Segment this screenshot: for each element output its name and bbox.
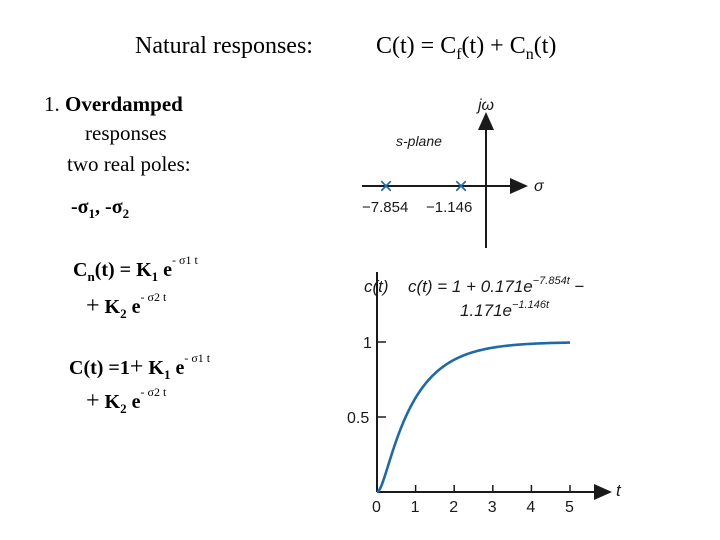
annotation-tail1: − [570,277,585,296]
pole-marker-1: × [379,173,393,200]
s-plane-label: s-plane [396,133,442,149]
annotation-line2-text: 1.171e [460,301,512,320]
y-tick-label: 0.5 [347,410,369,427]
eq2-k1-sub: 1 [163,367,171,382]
item-line3: two real poles: [67,152,191,176]
eq1-plus: + [86,293,100,319]
item-heading-line: 1. Overdamped [44,92,183,117]
eq2-e1: e [170,357,185,379]
x-tick-label: 3 [488,499,497,516]
step-response-chart: c(t) t c(t) = 1 + 0.171e−7.854t − 1.171e… [347,272,622,516]
pole-a: -σ [71,196,89,218]
eq1-exp2: - σ2 t [140,290,167,305]
pole-label-1: −7.854 [362,199,408,216]
title-prefix: Natural responses: [135,33,313,59]
eq2-k2-sub: 2 [120,401,127,416]
pole-b-sub: 2 [122,206,130,221]
eq1-e1: e [158,259,173,281]
formula-end: (t) [533,33,557,59]
eq1-k2: K [99,296,121,318]
eq2-plus2: + [86,388,100,414]
eq1-lhs-sub: n [87,269,95,284]
item-number: 1. [44,92,65,116]
x-tick-label: 2 [449,499,458,516]
formula-mid: (t) + C [461,33,526,59]
annotation-exp1: −7.854t [533,275,571,287]
response-formula: C(t) = Cf(t) + Cn(t) [376,33,557,63]
formula-f-sub: f [456,45,462,63]
x-axis-label: t [616,481,622,500]
eq1-lhs-end: (t) = K [94,259,152,281]
y-axis-label: c(t) [364,277,389,296]
item-heading: Overdamped [65,92,183,116]
eq2-exp1: - σ1 t [184,351,211,366]
eq2-e2: e [126,391,141,413]
equation-c: C(t) =1+ K1 e- σ1 t [69,351,211,382]
slide-title: Natural responses: [135,33,313,60]
eq2-exp2: - σ2 t [140,385,167,400]
pole-label-2: −1.146 [426,199,472,216]
eq2-lhs: C(t) =1 [69,357,130,379]
equation-cn-line2: + K2 e- σ2 t [86,290,167,321]
eq1-exp1: - σ1 t [172,253,198,268]
equation-c-line2: + K2 e- σ2 t [86,385,167,416]
annotation-line1-text: c(t) = 1 + 0.171e [408,277,533,296]
x-tick-label: 5 [565,499,574,516]
s-plane-diagram: jω s-plane σ × × −7.854 −1.146 [362,97,545,248]
formula-c: C(t) = C [376,33,457,59]
x-tick-label: 1 [411,499,420,516]
x-tick-label: 0 [372,499,381,516]
eq1-k2-sub: 2 [120,306,127,321]
pole-sep: , -σ [95,196,123,218]
jw-label: jω [476,97,494,114]
annotation-line1: c(t) = 1 + 0.171e−7.854t − [408,275,584,296]
pole-marker-2: × [454,173,468,200]
eq2-plus1: + [129,354,144,380]
y-tick-label: 1 [363,335,372,352]
annotation-line2: 1.171e−1.146t [460,299,550,320]
equation-cn: Cn(t) = K1 e- σ1 t [73,254,198,284]
eq2-k2: K [99,391,121,413]
response-curve [376,341,571,494]
formula-n-sub: n [525,45,534,63]
sigma-label: σ [534,178,545,195]
eq1-e2: e [126,296,141,318]
eq1-k1-sub: 1 [151,269,159,284]
pole-list: -σ1, -σ2 [71,196,130,221]
eq2-k1: K [143,357,164,379]
pole-a-sub: 1 [88,206,96,221]
x-tick-label: 4 [526,499,535,516]
item-line2: responses [85,121,167,145]
eq1-lhs: C [73,259,88,281]
annotation-exp2: −1.146t [512,299,550,311]
